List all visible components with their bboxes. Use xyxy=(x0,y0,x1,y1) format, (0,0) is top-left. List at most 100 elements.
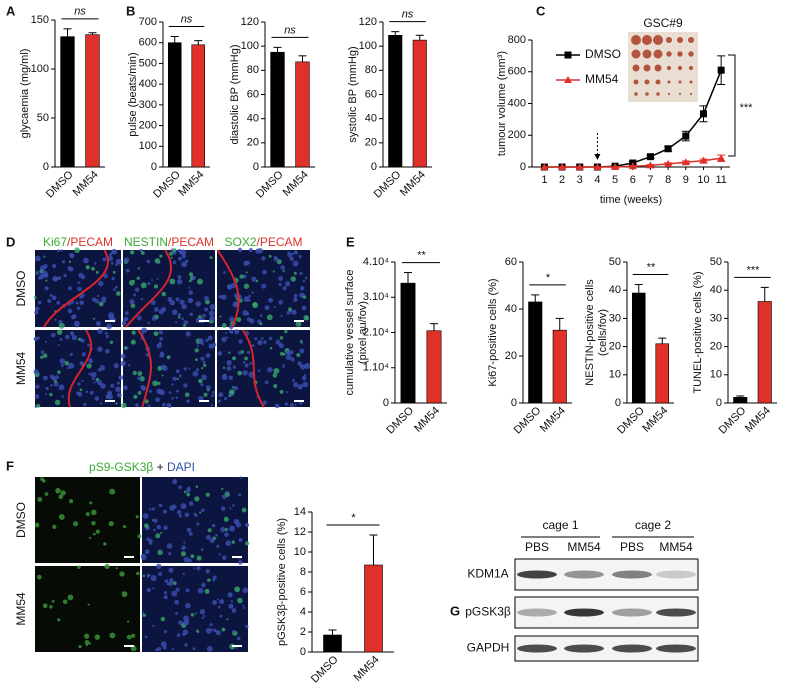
cell xyxy=(182,629,189,635)
cell xyxy=(210,404,214,407)
cell xyxy=(156,343,162,349)
tumour-sample xyxy=(677,65,683,71)
bar xyxy=(412,39,427,168)
cell xyxy=(134,287,140,292)
cell xyxy=(196,566,201,571)
cell xyxy=(241,507,247,513)
y-tick-label: 14 xyxy=(294,506,306,518)
cell xyxy=(35,270,40,276)
legend-label: MM54 xyxy=(585,72,619,86)
cell xyxy=(301,305,307,311)
cell xyxy=(108,252,113,257)
cell xyxy=(186,527,192,533)
x-tick-label: 9 xyxy=(683,174,689,186)
group-label: cage 1 xyxy=(542,518,578,532)
cell xyxy=(131,330,136,335)
cell xyxy=(196,522,200,526)
cell xyxy=(178,374,182,378)
tumour-sample xyxy=(634,92,638,96)
marker xyxy=(646,153,654,161)
cell xyxy=(115,386,121,393)
cell xyxy=(245,522,250,528)
cell xyxy=(127,620,130,623)
cell xyxy=(201,367,204,370)
cell xyxy=(88,358,94,364)
stain-label-part: pS9-GSK3β xyxy=(89,460,153,474)
stain-label-part: SOX2 xyxy=(224,235,256,249)
cell xyxy=(209,304,216,310)
cell xyxy=(181,317,184,321)
cell xyxy=(267,367,273,373)
marker xyxy=(540,163,549,170)
cell xyxy=(67,308,73,314)
cell xyxy=(229,316,235,322)
cell xyxy=(243,283,250,289)
cell xyxy=(144,549,150,555)
marker xyxy=(682,132,690,140)
cell xyxy=(146,259,151,264)
cell xyxy=(293,297,298,303)
cell xyxy=(113,362,119,369)
cell xyxy=(212,391,215,394)
cell xyxy=(177,274,182,280)
cell xyxy=(229,525,236,532)
cell xyxy=(157,381,161,386)
bar xyxy=(400,282,416,404)
y-tick-label: 100 xyxy=(359,40,377,52)
cell xyxy=(101,296,107,302)
cell xyxy=(171,647,175,651)
cell xyxy=(231,608,237,613)
x-tick-label: MM54 xyxy=(398,169,428,199)
cell xyxy=(172,376,177,382)
cell xyxy=(146,575,149,578)
cell xyxy=(200,548,204,552)
cell xyxy=(224,396,228,401)
micrograph xyxy=(34,477,142,563)
cell xyxy=(193,567,196,570)
x-tick-label: MM54 xyxy=(743,405,773,435)
cell xyxy=(140,553,147,560)
cell xyxy=(204,296,209,301)
cell xyxy=(123,257,130,263)
bar xyxy=(191,44,206,168)
cell xyxy=(259,314,263,318)
cell xyxy=(177,313,181,317)
significance-label: ** xyxy=(417,249,426,261)
cell xyxy=(69,352,73,357)
cell xyxy=(237,370,243,376)
cell xyxy=(119,571,125,577)
cell xyxy=(285,281,291,287)
cell xyxy=(122,524,127,529)
cell xyxy=(115,567,118,570)
band xyxy=(612,608,652,617)
cell xyxy=(68,260,72,263)
y-tick-label: 20 xyxy=(365,137,377,149)
cell xyxy=(166,355,171,360)
cell xyxy=(161,291,167,297)
cell xyxy=(234,586,241,593)
bar xyxy=(295,61,310,168)
cell xyxy=(89,501,93,505)
cell xyxy=(188,272,194,277)
y-tick-label: 0 xyxy=(253,161,259,173)
cell xyxy=(158,572,163,577)
cell xyxy=(259,322,263,326)
bar xyxy=(757,301,772,404)
cell xyxy=(76,306,81,311)
cell xyxy=(278,299,283,305)
cell xyxy=(69,499,74,504)
cell xyxy=(137,376,142,381)
significance-label: *** xyxy=(740,102,754,114)
cell xyxy=(52,524,57,530)
cell xyxy=(172,309,178,315)
cell xyxy=(158,309,165,315)
cell xyxy=(192,370,199,377)
significance-label: ns xyxy=(284,24,296,36)
cell xyxy=(95,529,100,534)
cell xyxy=(148,389,152,393)
cell xyxy=(42,603,48,609)
cell xyxy=(185,331,191,337)
x-tick-label: 5 xyxy=(612,174,618,186)
cell xyxy=(34,394,40,399)
tumour-sample xyxy=(642,35,652,45)
